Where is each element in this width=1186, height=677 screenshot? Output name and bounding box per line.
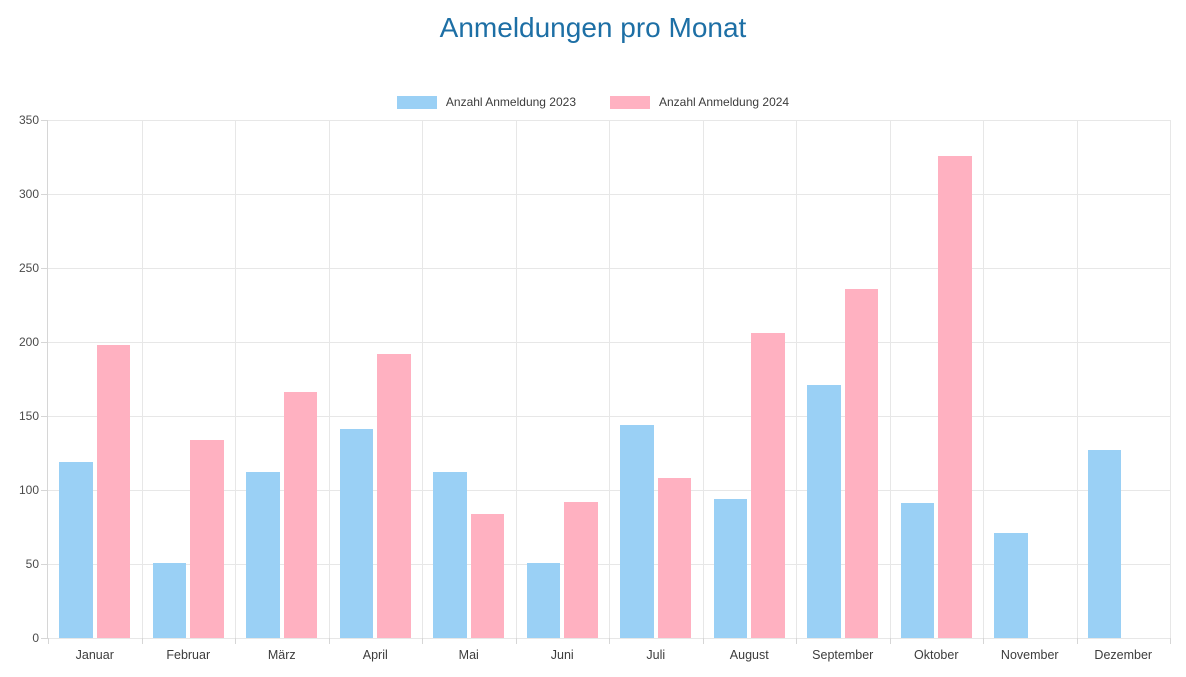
x-axis-tick	[235, 638, 236, 644]
bar-anzahl-anmeldung-2024-juli[interactable]	[657, 478, 692, 638]
bar-group-februar	[142, 120, 236, 638]
bar-group-januar	[48, 120, 142, 638]
x-tick-label-mai: Mai	[458, 648, 479, 662]
bar-group-märz	[235, 120, 329, 638]
x-gridline	[422, 120, 423, 638]
y-tick-label: 150	[18, 409, 39, 423]
bar-group-mai	[422, 120, 516, 638]
bar-anzahl-anmeldung-2024-oktober[interactable]	[938, 155, 972, 638]
legend-item-2023[interactable]: Anzahl Anmeldung 2023	[396, 95, 576, 109]
y-axis-tick	[41, 564, 48, 565]
x-axis-tick	[1076, 638, 1078, 644]
x-tick-label-september: September	[812, 648, 874, 662]
bar-anzahl-anmeldung-2023-februar[interactable]	[152, 562, 187, 638]
legend-label-2024: Anzahl Anmeldung 2024	[659, 95, 790, 109]
bar-group-august	[703, 120, 797, 638]
bar-anzahl-anmeldung-2023-januar[interactable]	[59, 461, 93, 638]
x-gridline	[1076, 120, 1078, 638]
bar-anzahl-anmeldung-2023-mai[interactable]	[433, 472, 467, 638]
y-tick-label: 0	[32, 631, 39, 645]
x-gridline	[141, 120, 143, 638]
x-axis-tick	[983, 638, 984, 644]
x-axis-tick	[796, 638, 797, 644]
chart-title: Anmeldungen pro Monat	[439, 12, 747, 43]
bar-group-dezember	[1077, 120, 1171, 638]
x-gridline	[328, 120, 330, 638]
bar-anzahl-anmeldung-2024-mai[interactable]	[470, 513, 505, 638]
y-tick-label: 100	[18, 483, 39, 497]
y-tick-label: 350	[18, 113, 39, 127]
bar-anzahl-anmeldung-2023-märz[interactable]	[246, 472, 280, 638]
x-tick-label-oktober: Oktober	[914, 648, 959, 662]
x-gridline	[235, 120, 236, 638]
x-axis-tick	[515, 638, 517, 644]
bar-anzahl-anmeldung-2023-april[interactable]	[339, 429, 374, 638]
x-gridline	[796, 120, 797, 638]
x-tick-label-märz: März	[267, 648, 296, 662]
x-tick-label-august: August	[729, 648, 769, 662]
x-tick-label-juni: Juni	[550, 648, 574, 662]
legend-swatch-2023-icon	[396, 95, 437, 109]
bar-anzahl-anmeldung-2024-april[interactable]	[377, 353, 411, 638]
bar-group-oktober	[890, 120, 984, 638]
plot-area: 0 50 100 150 200 250 300 350 Januar Februar März Ap…	[19, 113, 1171, 662]
bar-anzahl-anmeldung-2023-oktober[interactable]	[900, 503, 935, 638]
y-axis-tick	[41, 268, 48, 269]
bar-group-juli	[609, 120, 703, 638]
bar-anzahl-anmeldung-2024-september[interactable]	[844, 288, 879, 638]
x-gridline	[1170, 120, 1171, 638]
x-tick-label-juli: Juli	[646, 648, 666, 662]
x-axis-tick	[889, 638, 891, 644]
bar-anzahl-anmeldung-2023-juli[interactable]	[620, 424, 654, 638]
bar-anzahl-anmeldung-2023-august[interactable]	[713, 498, 748, 638]
x-gridline	[889, 120, 891, 638]
x-tick-label-dezember: Dezember	[1094, 648, 1153, 662]
x-axis-tick	[422, 638, 423, 644]
x-gridline	[609, 120, 610, 638]
y-axis-tick	[41, 342, 48, 343]
legend-label-2023: Anzahl Anmeldung 2023	[445, 95, 576, 109]
bar-anzahl-anmeldung-2023-september[interactable]	[807, 384, 841, 638]
x-gridline	[702, 120, 704, 638]
y-axis-tick	[41, 194, 48, 195]
x-tick-label-januar: Januar	[75, 648, 114, 662]
x-gridline	[515, 120, 517, 638]
y-axis-tick	[41, 120, 48, 121]
bar-anzahl-anmeldung-2023-juni[interactable]	[526, 562, 561, 638]
x-tick-label-april: April	[362, 648, 388, 662]
x-tick-label-februar: Februar	[166, 648, 211, 662]
legend-swatch-2024-icon	[610, 95, 650, 109]
y-tick-label: 50	[25, 557, 39, 571]
x-axis-tick	[702, 638, 704, 644]
bar-group-april	[329, 120, 423, 638]
legend-item-2024[interactable]: Anzahl Anmeldung 2024	[610, 95, 789, 109]
bar-anzahl-anmeldung-2024-februar[interactable]	[190, 439, 224, 638]
y-axis-tick	[41, 416, 48, 417]
x-axis-tick	[609, 638, 610, 644]
y-tick-label: 200	[18, 335, 39, 349]
y-axis-tick	[41, 638, 48, 639]
bar-anzahl-anmeldung-2024-juni[interactable]	[564, 501, 598, 638]
legend: Anzahl Anmeldung 2023 Anzahl Anmeldung 2…	[0, 95, 1186, 109]
y-axis-tick	[41, 490, 48, 491]
y-tick-label: 300	[18, 187, 39, 201]
y-tick-label: 250	[18, 261, 39, 275]
bar-group-juni	[516, 120, 610, 638]
x-axis-tick	[141, 638, 143, 644]
x-axis-tick	[48, 638, 49, 644]
bar-anzahl-anmeldung-2023-november[interactable]	[994, 532, 1028, 638]
x-gridline	[983, 120, 984, 638]
x-axis-tick	[1170, 638, 1171, 644]
bar-group-september	[796, 120, 890, 638]
bar-group-november	[983, 120, 1077, 638]
bar-anzahl-anmeldung-2024-märz[interactable]	[283, 392, 318, 638]
bar-anzahl-anmeldung-2023-dezember[interactable]	[1087, 450, 1122, 638]
bar-anzahl-anmeldung-2024-august[interactable]	[751, 333, 785, 638]
bar-anzahl-anmeldung-2024-januar[interactable]	[96, 344, 131, 638]
x-tick-label-november: November	[1000, 648, 1059, 662]
x-axis-tick	[328, 638, 330, 644]
